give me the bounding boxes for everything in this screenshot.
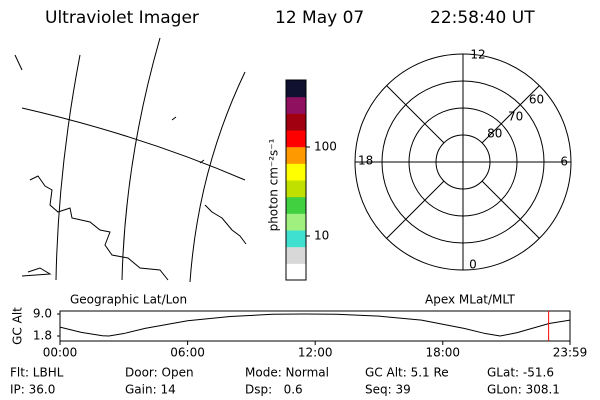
mlt-label: 0 — [469, 258, 477, 272]
meridian — [121, 37, 161, 281]
lat-label: 60 — [529, 92, 544, 106]
colorbar-swatch — [286, 130, 306, 148]
title: Ultraviolet Imager — [45, 8, 199, 28]
colorbar-swatch — [286, 96, 306, 114]
x-tick-label: 06:00 — [170, 346, 205, 360]
colorbar-label: photon cm⁻²s⁻¹ — [267, 138, 281, 231]
status-field: GLon: 308.1 — [487, 383, 560, 397]
colorbar-swatch — [286, 230, 306, 248]
panel-label: Apex MLat/MLT — [425, 293, 515, 307]
status-field: GLat: -51.6 — [487, 366, 554, 380]
colorbar-tick-label: 10 — [314, 228, 329, 242]
meridian — [189, 71, 246, 283]
x-tick-label: 00:00 — [43, 346, 78, 360]
colorbar-tick-label: 100 — [314, 139, 337, 153]
altitude-line — [59, 313, 571, 337]
mlt-label: 12 — [470, 48, 485, 62]
colorbar-swatch — [286, 80, 306, 98]
colorbar-swatch — [286, 146, 306, 164]
status-field: Seq: 39 — [365, 383, 411, 397]
y-axis-label: GC Alt — [11, 307, 25, 345]
colorbar-swatch — [286, 180, 306, 198]
polar-spoke — [481, 85, 540, 144]
x-tick-label: 23:59 — [553, 346, 588, 360]
y-tick-label: 9.0 — [33, 307, 52, 321]
coastline — [14, 54, 247, 281]
time: 22:58:40 UT — [430, 8, 535, 28]
lat-label: 70 — [508, 109, 523, 123]
geographic-map — [14, 37, 247, 283]
y-tick-label: 1.8 — [33, 329, 52, 343]
colorbar-swatch — [286, 163, 306, 181]
status-field: Gain: 14 — [125, 383, 176, 397]
parallel — [21, 107, 246, 181]
colorbar-swatch — [286, 246, 306, 264]
panel-label: Geographic Lat/Lon — [70, 293, 187, 307]
status-field: Mode: Normal — [245, 366, 329, 380]
colorbar-swatch — [286, 263, 306, 281]
colorbar-swatch — [286, 113, 306, 131]
mlt-label: 6 — [560, 155, 568, 169]
status-field: Flt: LBHL — [10, 366, 64, 380]
status-field: Dsp: 0.6 — [245, 383, 303, 397]
date: 12 May 07 — [275, 8, 364, 28]
x-tick-label: 18:00 — [425, 346, 460, 360]
polar-spoke — [481, 180, 540, 239]
colorbar-swatch — [286, 196, 306, 214]
status-field: IP: 36.0 — [10, 383, 55, 397]
polar-spoke — [386, 180, 445, 239]
mlt-label: 18 — [358, 154, 373, 168]
colorbar-frame — [285, 79, 307, 281]
polar-spoke — [386, 85, 445, 144]
colorbar-swatch — [286, 213, 306, 231]
lat-label: 80 — [487, 127, 502, 141]
status-field: GC Alt: 5.1 Re — [365, 366, 449, 380]
timeline-frame — [59, 310, 571, 342]
x-tick-label: 12:00 — [298, 346, 333, 360]
meridian — [55, 54, 81, 281]
status-field: Door: Open — [125, 366, 194, 380]
